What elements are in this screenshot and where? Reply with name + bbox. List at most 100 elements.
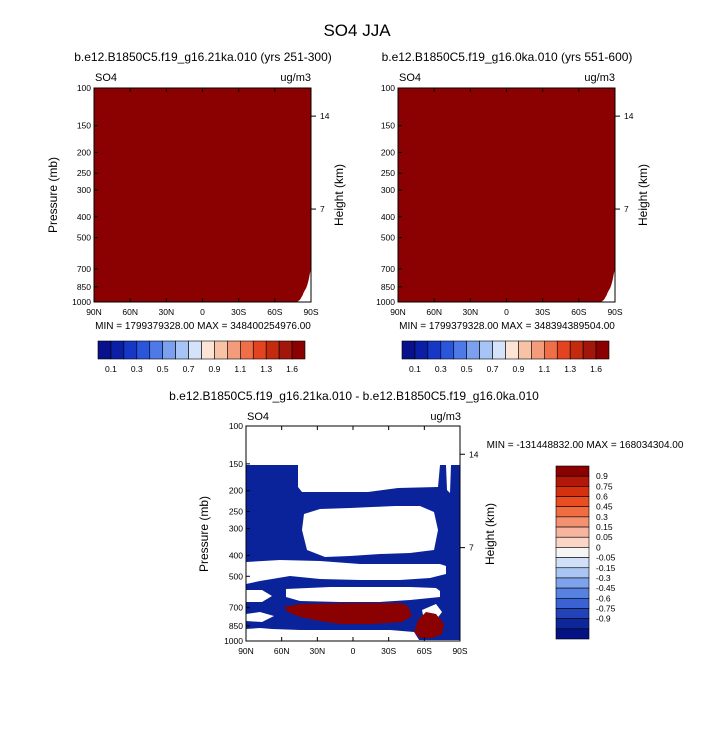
colorbar-swatch [188, 340, 202, 360]
colorbar-label: 0.1 [105, 364, 117, 374]
x-tick-label: 60N [122, 307, 138, 317]
panel-2-left-label: SO4 [399, 72, 421, 84]
x-tick-label: 0 [504, 307, 509, 317]
colorbar-swatch [531, 340, 545, 360]
y-tick-label: 500 [229, 571, 243, 581]
colorbar-label: 1.3 [564, 364, 576, 374]
colorbar-label: 0.3 [435, 364, 447, 374]
x-tick-label: 30S [381, 646, 396, 656]
panel-3-subtitle: b.e12.B1850C5.f19_g16.21ka.010 - b.e12.B… [169, 389, 539, 403]
y-tick-label: 250 [381, 168, 395, 178]
colorbar-swatch [544, 340, 558, 360]
colorbar-swatch [401, 340, 416, 360]
colorbar-label: 0.1 [409, 364, 421, 374]
colorbar-swatch [427, 340, 442, 360]
panel-1-stats: MIN = 1799379328.00 MAX = 348400254976.0… [95, 321, 311, 332]
colorbar-swatch [555, 516, 590, 528]
panel-1-fill [94, 88, 311, 302]
colorbar-label: 1.3 [260, 364, 272, 374]
colorbar-label: 1.6 [590, 364, 602, 374]
x-tick-label: 30S [231, 307, 246, 317]
colorbar-label: 0 [596, 542, 601, 552]
y-tick-label: 400 [77, 212, 91, 222]
x-tick-label: 60N [274, 646, 290, 656]
y-tick-label: 1000 [224, 636, 243, 646]
colorbar-label: 0.3 [131, 364, 143, 374]
x-tick-label: 30N [310, 646, 326, 656]
colorbar-swatch [278, 340, 293, 360]
colorbar-label: -0.15 [596, 563, 616, 573]
panel-1-y-label: Pressure (mb) [46, 157, 60, 233]
colorbar-swatch [136, 340, 151, 360]
colorbar-swatch [555, 628, 590, 640]
y-tick-label: 200 [381, 147, 395, 157]
y-tick-label: 850 [381, 282, 395, 292]
panel-1-left-label: SO4 [95, 72, 117, 84]
colorbar-label: -0.9 [596, 614, 611, 624]
x-tick-label: 30N [463, 307, 479, 317]
panel-1-units: ug/m3 [280, 72, 311, 84]
x-tick-label: 60S [417, 646, 432, 656]
colorbar-label: 0.7 [487, 364, 499, 374]
y-tick-label: 300 [77, 185, 91, 195]
y-tick-label: 150 [77, 121, 91, 131]
y-tick-label: 1000 [376, 297, 395, 307]
x-tick-label: 30S [535, 307, 550, 317]
y-tick-label: 150 [229, 459, 243, 469]
colorbar-swatch [555, 597, 590, 609]
colorbar-swatch [582, 340, 597, 360]
colorbar-label: 0.75 [596, 481, 613, 491]
colorbar-swatch [555, 526, 590, 538]
x-tick-label: 90N [390, 307, 406, 317]
y-tick-label: 500 [381, 233, 395, 243]
colorbar-swatch [555, 577, 590, 589]
x-tick-label: 60S [571, 307, 586, 317]
y-tick-label: 700 [381, 264, 395, 274]
colorbar-swatch [555, 608, 590, 619]
x-tick-label: 90N [86, 307, 102, 317]
colorbar-label: 1.1 [234, 364, 246, 374]
diff-white-gap-2 [246, 560, 446, 584]
y-tick-label: 200 [77, 147, 91, 157]
colorbar-swatch [201, 340, 215, 360]
y-tick-label: 100 [229, 421, 243, 431]
diff-white-gap-4 [246, 590, 272, 602]
colorbar-swatch [492, 340, 506, 360]
y2-tick-label: 14 [320, 111, 330, 121]
main-title: SO4 JJA [323, 21, 391, 40]
y-tick-label: 850 [229, 621, 243, 631]
colorbar-label: 0.05 [596, 532, 613, 542]
colorbar-swatch [555, 506, 590, 518]
panel-3-units: ug/m3 [430, 411, 461, 423]
panel-1: b.e12.B1850C5.f19_g16.21ka.010 (yrs 251-… [46, 50, 346, 374]
panel-3-fill [246, 465, 460, 640]
colorbar-swatch [505, 340, 519, 360]
colorbar-swatch [227, 340, 241, 360]
colorbar-swatch [97, 340, 112, 360]
panel-2: b.e12.B1850C5.f19_g16.0ka.010 (yrs 551-6… [376, 50, 650, 374]
colorbar-label: -0.3 [596, 573, 611, 583]
colorbar-swatch [453, 340, 467, 360]
diff-red-region-1 [284, 603, 412, 624]
x-tick-label: 0 [351, 646, 356, 656]
panel-2-units: ug/m3 [584, 72, 615, 84]
y-tick-label: 400 [381, 212, 395, 222]
panel-3-stats: MIN = -131448832.00 MAX = 168034304.00 [487, 440, 684, 451]
y-tick-label: 850 [77, 282, 91, 292]
x-tick-label: 30N [159, 307, 175, 317]
colorbar-label: 0.9 [209, 364, 221, 374]
colorbar-swatch [110, 340, 125, 360]
colorbar-label: 0.7 [183, 364, 195, 374]
panel-2-colorbar: 0.1 0.3 0.5 0.7 0.9 1.1 1.3 1.6 [401, 340, 610, 374]
colorbar-label: 0.9 [596, 471, 608, 481]
panel-1-colorbar: 0.1 0.3 0.5 0.7 0.9 1.1 1.3 1.6 [97, 340, 306, 374]
panel-2-axes: 90N 60N 30N 0 30S 60S 90S 100 150 200 250 300 400 500… [376, 83, 634, 317]
colorbar-swatch [414, 340, 429, 360]
colorbar-swatch [555, 567, 590, 579]
colorbar-label: 1.6 [286, 364, 298, 374]
colorbar-swatch [214, 340, 228, 360]
y2-tick-label: 14 [624, 111, 634, 121]
colorbar-label: -0.6 [596, 593, 611, 603]
y-tick-label: 1000 [72, 297, 91, 307]
colorbar-swatch [555, 547, 590, 558]
